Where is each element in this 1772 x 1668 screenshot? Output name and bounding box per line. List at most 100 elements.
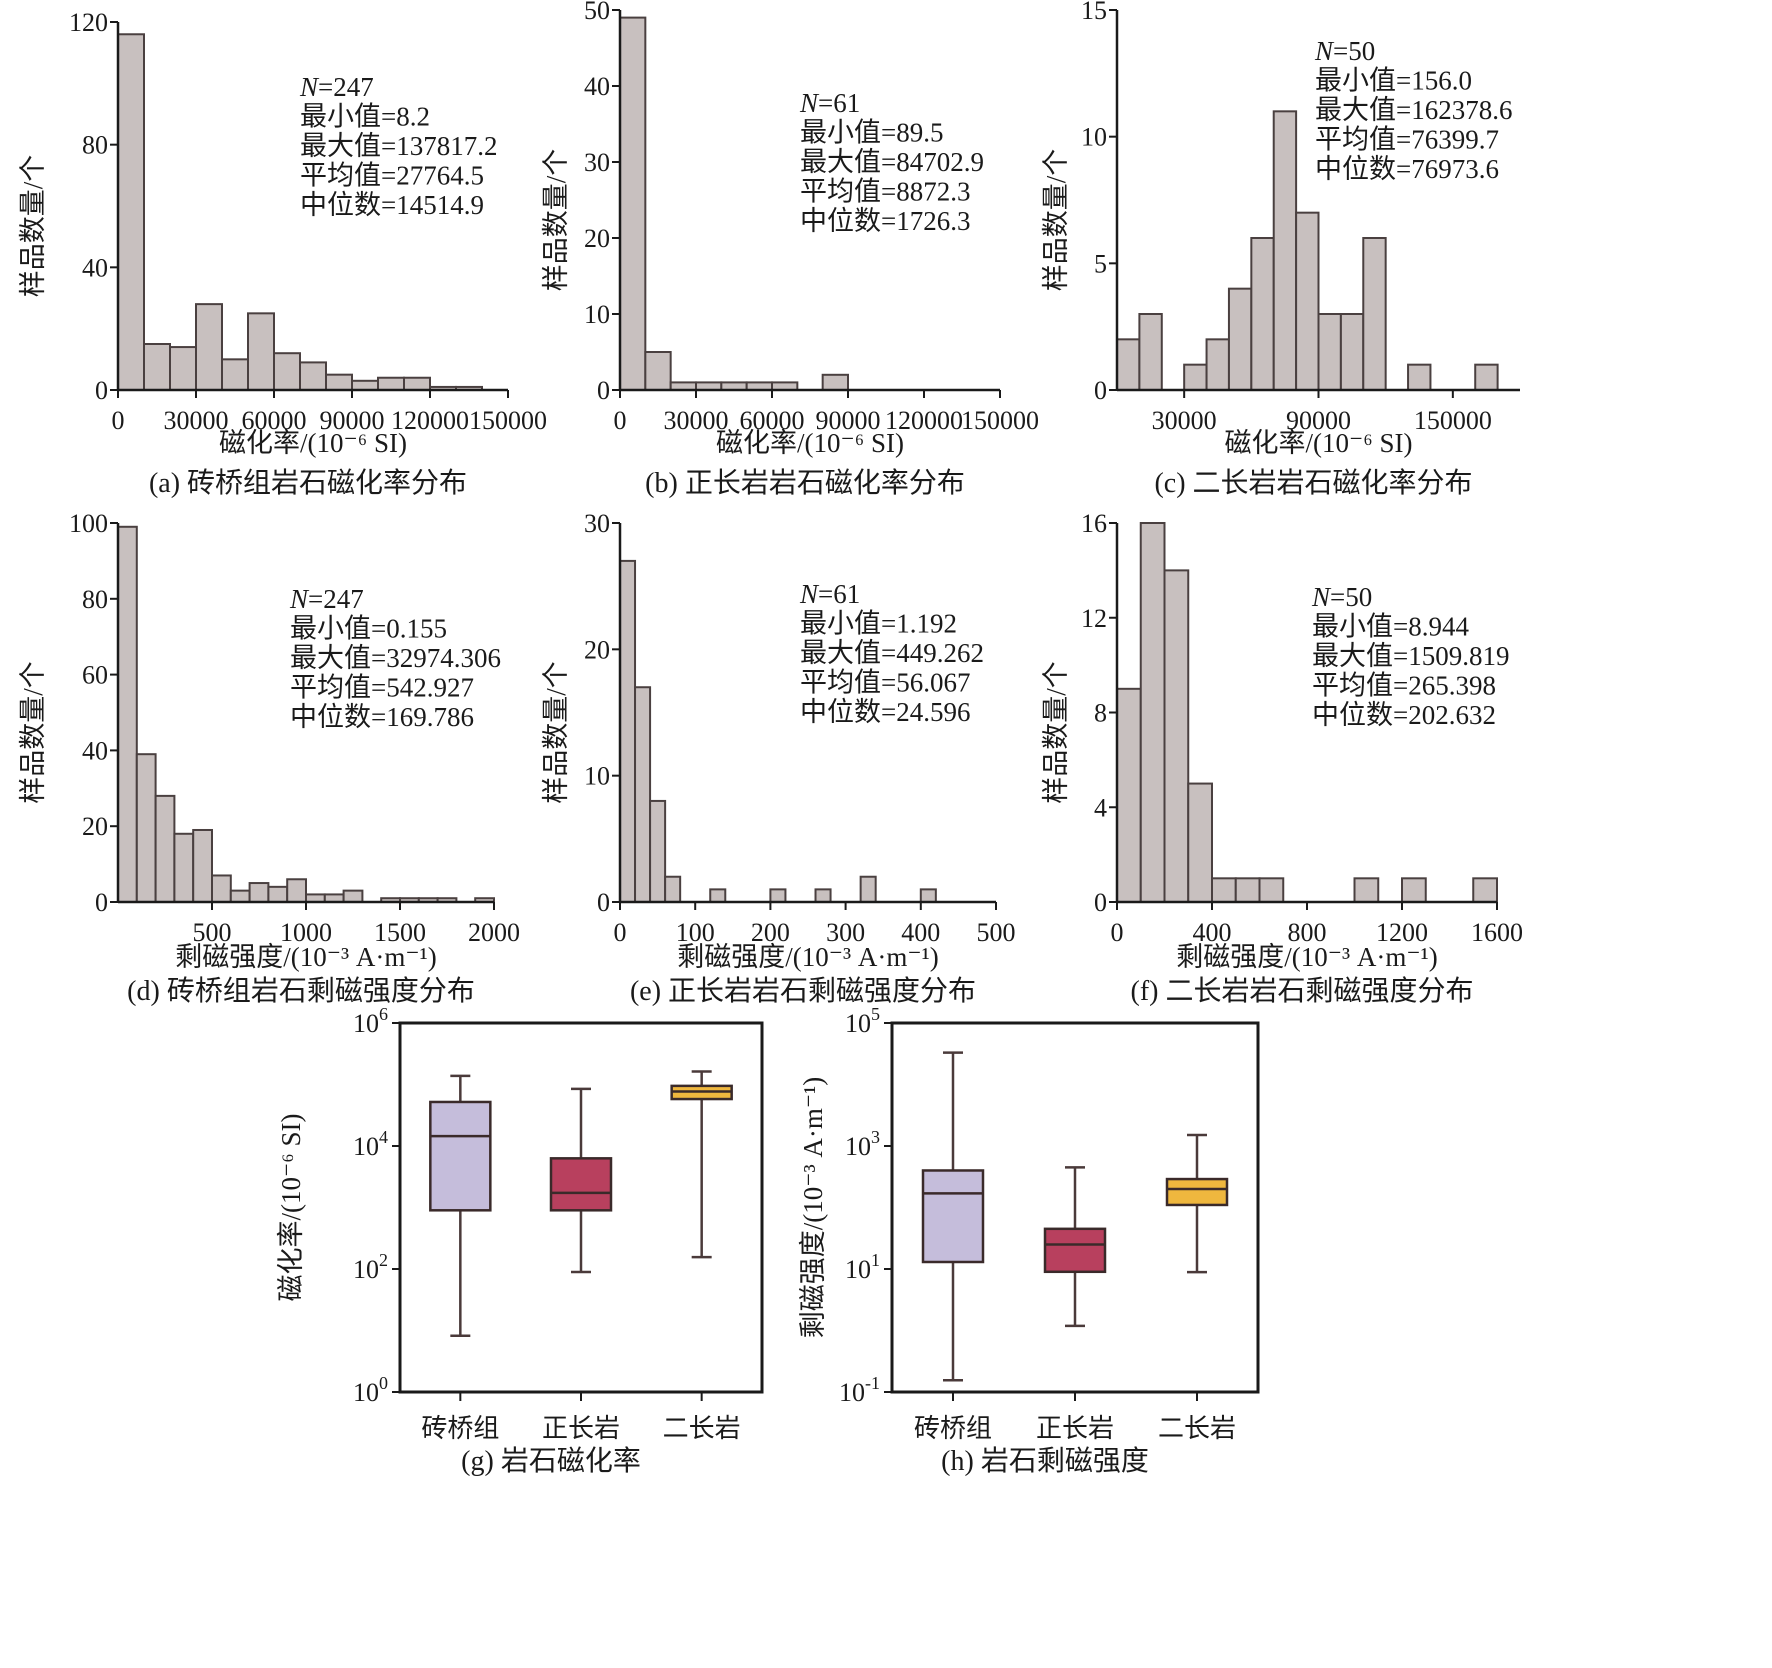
histogram-bar bbox=[769, 888, 787, 903]
x-tick-label: 90000 bbox=[320, 406, 385, 435]
x-tick-label: 90000 bbox=[816, 406, 881, 435]
x-tick-label: 500 bbox=[977, 918, 1016, 947]
histogram-bar bbox=[1138, 313, 1163, 391]
x-tick-label: 500 bbox=[193, 918, 232, 947]
y-tick-label: 0 bbox=[1094, 376, 1107, 405]
histogram-bar bbox=[267, 885, 289, 904]
stat-line: 最大值=84702.9 bbox=[800, 147, 984, 177]
y-tick-label: 15 bbox=[1081, 0, 1107, 25]
histogram-bar bbox=[1258, 877, 1285, 903]
histogram-bar bbox=[709, 888, 727, 903]
panel-caption: (d) 砖桥组岩石剩磁强度分布 bbox=[127, 975, 475, 1007]
panel-caption: (a) 砖桥组岩石磁化率分布 bbox=[149, 467, 467, 499]
y-tick-label: 10 bbox=[584, 762, 610, 791]
x-tick-label: 100 bbox=[676, 918, 715, 947]
iqr-box bbox=[1043, 1227, 1107, 1274]
histogram-bar bbox=[248, 882, 270, 903]
histogram-bar bbox=[644, 351, 672, 391]
histogram-bar bbox=[247, 312, 275, 392]
y-tick-label: 102 bbox=[353, 1250, 388, 1284]
histogram-bar bbox=[634, 686, 652, 903]
iqr-box bbox=[549, 1157, 613, 1212]
histogram-bar bbox=[1163, 569, 1190, 903]
iqr-box bbox=[921, 1169, 985, 1264]
y-tick-label: 20 bbox=[584, 635, 610, 664]
stat-line: 平均值=542.927 bbox=[290, 673, 474, 703]
stat-line: 最小值=8.944 bbox=[1312, 612, 1469, 642]
y-tick-label: 104 bbox=[353, 1127, 388, 1161]
x-tick-label: 400 bbox=[1193, 918, 1232, 947]
histogram-bar bbox=[192, 828, 213, 903]
y-tick-label: 80 bbox=[82, 131, 108, 160]
y-tick-label: 0 bbox=[597, 888, 610, 917]
stat-line: 最小值=156.0 bbox=[1315, 66, 1472, 96]
y-tick-label: 80 bbox=[82, 585, 108, 614]
x-tick-label: 0 bbox=[112, 406, 125, 435]
histogram-bar bbox=[173, 832, 195, 904]
x-tick-label: 1500 bbox=[374, 918, 426, 947]
y-tick-label: 20 bbox=[82, 812, 108, 841]
histogram-bar bbox=[1234, 877, 1261, 903]
x-tick-label: 400 bbox=[901, 918, 940, 947]
histogram-f: 0 4 8 12 16 0 400 800 1200 1600 剩磁强度/(10⁻³ A·m⁻¹) 样… bbox=[1041, 509, 1523, 1007]
x-category-label: 正长岩 bbox=[1036, 1414, 1114, 1443]
stat-line: 中位数=24.596 bbox=[800, 697, 970, 727]
y-tick-label: 10 bbox=[1081, 123, 1107, 152]
x-axis-title: 剩磁强度/(10⁻³ A·m⁻¹) bbox=[175, 942, 436, 972]
histogram-bar bbox=[211, 874, 232, 903]
x-tick-label: 90000 bbox=[1286, 406, 1351, 435]
y-tick-label: 0 bbox=[95, 888, 108, 917]
y-tick-label: 0 bbox=[95, 376, 108, 405]
histogram-bar bbox=[1116, 338, 1141, 392]
x-tick-label: 0 bbox=[614, 918, 627, 947]
histogram-bar bbox=[342, 889, 364, 904]
histogram-bar bbox=[859, 875, 877, 904]
histogram-bar bbox=[619, 16, 647, 391]
box-砖桥组 bbox=[921, 1051, 985, 1382]
histogram-bar bbox=[619, 559, 637, 904]
histogram-bar bbox=[1116, 687, 1142, 903]
histogram-bar bbox=[154, 794, 176, 904]
histogram-bar bbox=[229, 889, 251, 904]
stat-n: N=50 bbox=[1311, 582, 1372, 612]
y-tick-label: 0 bbox=[1094, 888, 1107, 917]
histogram-bar bbox=[814, 888, 832, 903]
y-tick-label: 100 bbox=[353, 1373, 388, 1407]
stat-line: 最小值=0.155 bbox=[290, 614, 447, 644]
x-tick-label: 150000 bbox=[961, 406, 1039, 435]
histogram-bar bbox=[664, 875, 682, 904]
panel-caption: (h) 岩石剩磁强度 bbox=[941, 1445, 1149, 1477]
x-tick-label: 0 bbox=[1111, 918, 1124, 947]
stat-line: 中位数=169.786 bbox=[290, 702, 474, 732]
y-tick-label: 105 bbox=[845, 1004, 880, 1038]
stat-line: 平均值=27764.5 bbox=[300, 161, 484, 191]
x-tick-label: 120000 bbox=[885, 406, 963, 435]
y-axis-title: 磁化率/(10⁻⁶ SI) bbox=[276, 1114, 306, 1302]
y-tick-label: 103 bbox=[845, 1127, 880, 1161]
stat-line: 最大值=1509.819 bbox=[1312, 641, 1509, 671]
panel-caption: (c) 二长岩岩石磁化率分布 bbox=[1154, 467, 1472, 499]
histogram-bar bbox=[299, 361, 327, 391]
y-axis-title: 样品数量/个 bbox=[541, 149, 571, 292]
histogram-bar bbox=[1353, 877, 1380, 903]
y-tick-label: 10-1 bbox=[839, 1373, 880, 1407]
y-tick-label: 8 bbox=[1094, 699, 1107, 728]
histogram-bar bbox=[325, 373, 353, 391]
histogram-bar bbox=[1250, 237, 1275, 391]
stat-line: 中位数=14514.9 bbox=[300, 190, 484, 220]
stat-line: 中位数=202.632 bbox=[1312, 700, 1496, 730]
y-tick-label: 60 bbox=[82, 661, 108, 690]
stat-n: N=247 bbox=[289, 584, 364, 614]
y-tick-label: 40 bbox=[584, 72, 610, 101]
panel-caption: (f) 二长岩岩石剩磁强度分布 bbox=[1131, 975, 1474, 1007]
stat-n: N=61 bbox=[799, 579, 860, 609]
stat-line: 最大值=449.262 bbox=[800, 638, 984, 668]
y-tick-label: 20 bbox=[584, 224, 610, 253]
y-axis-title: 剩磁强度/(10⁻³ A·m⁻¹) bbox=[798, 1077, 828, 1338]
iqr-box bbox=[1165, 1177, 1229, 1207]
x-tick-label: 300 bbox=[826, 918, 865, 947]
x-tick-label: 150000 bbox=[469, 406, 547, 435]
histogram-bar bbox=[1295, 211, 1320, 391]
